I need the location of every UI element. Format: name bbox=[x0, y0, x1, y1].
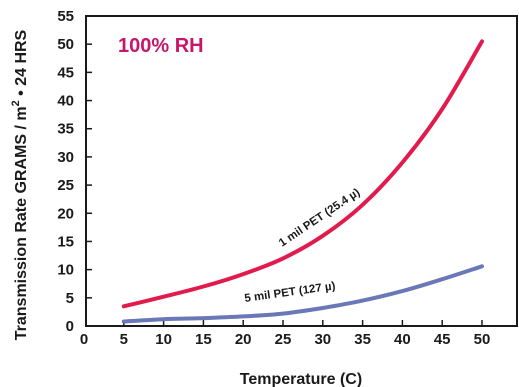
y-tick-label: 55 bbox=[57, 8, 74, 25]
y-axis-title-tail: • 24 HRS bbox=[13, 29, 30, 100]
x-tick-label: 45 bbox=[434, 331, 451, 348]
x-tick-label: 50 bbox=[474, 331, 491, 348]
x-tick-label: 15 bbox=[195, 331, 212, 348]
y-tick-label: 30 bbox=[57, 149, 74, 166]
y-tick-label: 45 bbox=[57, 64, 74, 81]
y-tick-label: 0 bbox=[66, 318, 74, 335]
series-line-5mil-pet bbox=[121, 264, 484, 324]
y-tick-label: 10 bbox=[57, 262, 74, 279]
plot-frame bbox=[85, 15, 518, 327]
x-axis-title: Temperature (C) bbox=[240, 371, 362, 387]
y-tick-label: 40 bbox=[57, 93, 74, 110]
x-tick-label: 30 bbox=[314, 331, 331, 348]
x-tick-label: 25 bbox=[275, 331, 292, 348]
x-tick-label: 5 bbox=[120, 331, 128, 348]
x-tick-label: 0 bbox=[80, 331, 88, 348]
y-axis-title: Transmission Rate GRAMS / m2 • 24 HRS bbox=[10, 29, 30, 340]
x-tick-label: 40 bbox=[394, 331, 411, 348]
y-tick-label: 25 bbox=[57, 177, 74, 194]
series-line-1mil-pet bbox=[121, 39, 484, 309]
y-axis-title-main: Transmission Rate GRAMS / m bbox=[13, 106, 30, 340]
y-axis-title-sup: 2 bbox=[10, 100, 22, 106]
y-tick-label: 15 bbox=[57, 233, 74, 250]
y-tick-label: 50 bbox=[57, 36, 74, 53]
series-label-5mil: 5 mil PET (127 µ) bbox=[244, 280, 337, 305]
annotation-100-rh: 100% RH bbox=[118, 35, 204, 57]
y-axis-ticks: 0 5 10 15 20 25 30 35 40 45 50 55 bbox=[57, 8, 92, 335]
x-tick-label: 10 bbox=[155, 331, 172, 348]
y-tick-label: 20 bbox=[57, 205, 74, 222]
y-tick-label: 5 bbox=[66, 290, 74, 307]
x-axis-ticks: 0 5 10 15 20 25 30 35 40 45 50 bbox=[80, 320, 491, 348]
y-tick-label: 35 bbox=[57, 121, 74, 138]
series-lines bbox=[121, 39, 484, 324]
x-tick-label: 35 bbox=[354, 331, 371, 348]
x-tick-label: 20 bbox=[235, 331, 252, 348]
